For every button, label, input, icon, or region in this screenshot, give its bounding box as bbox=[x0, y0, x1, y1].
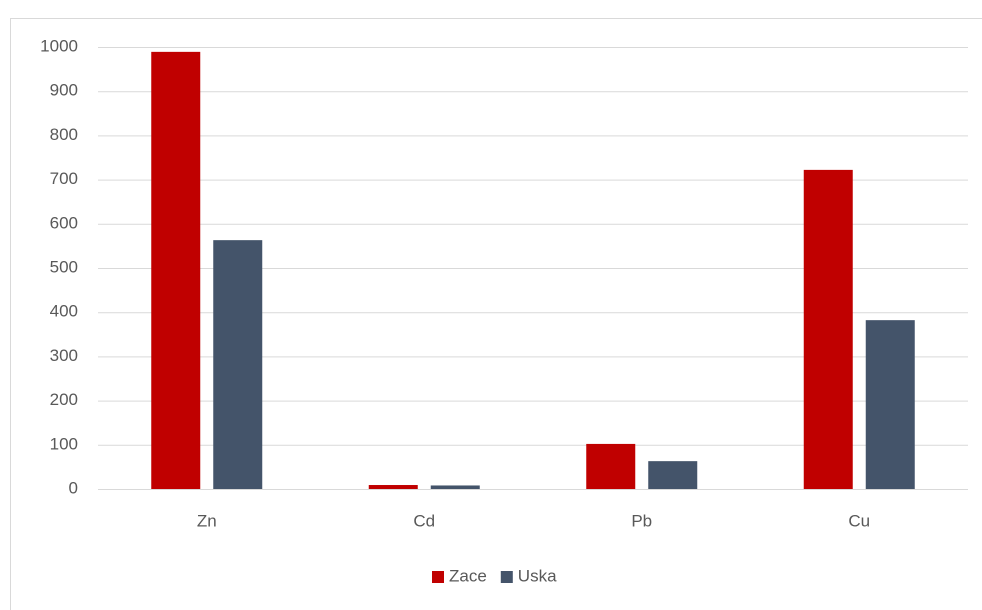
y-tick-label: 800 bbox=[50, 125, 78, 144]
y-tick-label: 900 bbox=[50, 81, 78, 100]
x-tick-label: Pb bbox=[631, 511, 652, 530]
bar bbox=[648, 461, 698, 489]
bar bbox=[368, 485, 418, 489]
legend-swatch bbox=[432, 571, 444, 583]
x-tick-label: Cu bbox=[848, 511, 870, 530]
y-tick-label: 600 bbox=[50, 213, 78, 232]
bar bbox=[803, 169, 853, 489]
legend-label: Uska bbox=[518, 566, 557, 585]
x-tick-label: Zn bbox=[197, 511, 217, 530]
bar bbox=[430, 485, 480, 489]
y-tick-label: 300 bbox=[50, 346, 78, 365]
y-tick-label: 200 bbox=[50, 390, 78, 409]
legend-swatch bbox=[500, 571, 513, 583]
bar bbox=[213, 240, 263, 489]
y-tick-label: 700 bbox=[50, 169, 78, 188]
y-tick-label: 1000 bbox=[40, 36, 78, 55]
bar bbox=[151, 51, 201, 489]
y-tick-label: 0 bbox=[69, 478, 78, 497]
bar bbox=[586, 443, 636, 489]
legend-label: Zace bbox=[449, 566, 487, 585]
y-tick-label: 100 bbox=[50, 434, 78, 453]
y-tick-label: 400 bbox=[50, 302, 78, 321]
bar bbox=[865, 320, 915, 489]
x-tick-label: Cd bbox=[413, 511, 435, 530]
y-tick-label: 500 bbox=[50, 257, 78, 276]
